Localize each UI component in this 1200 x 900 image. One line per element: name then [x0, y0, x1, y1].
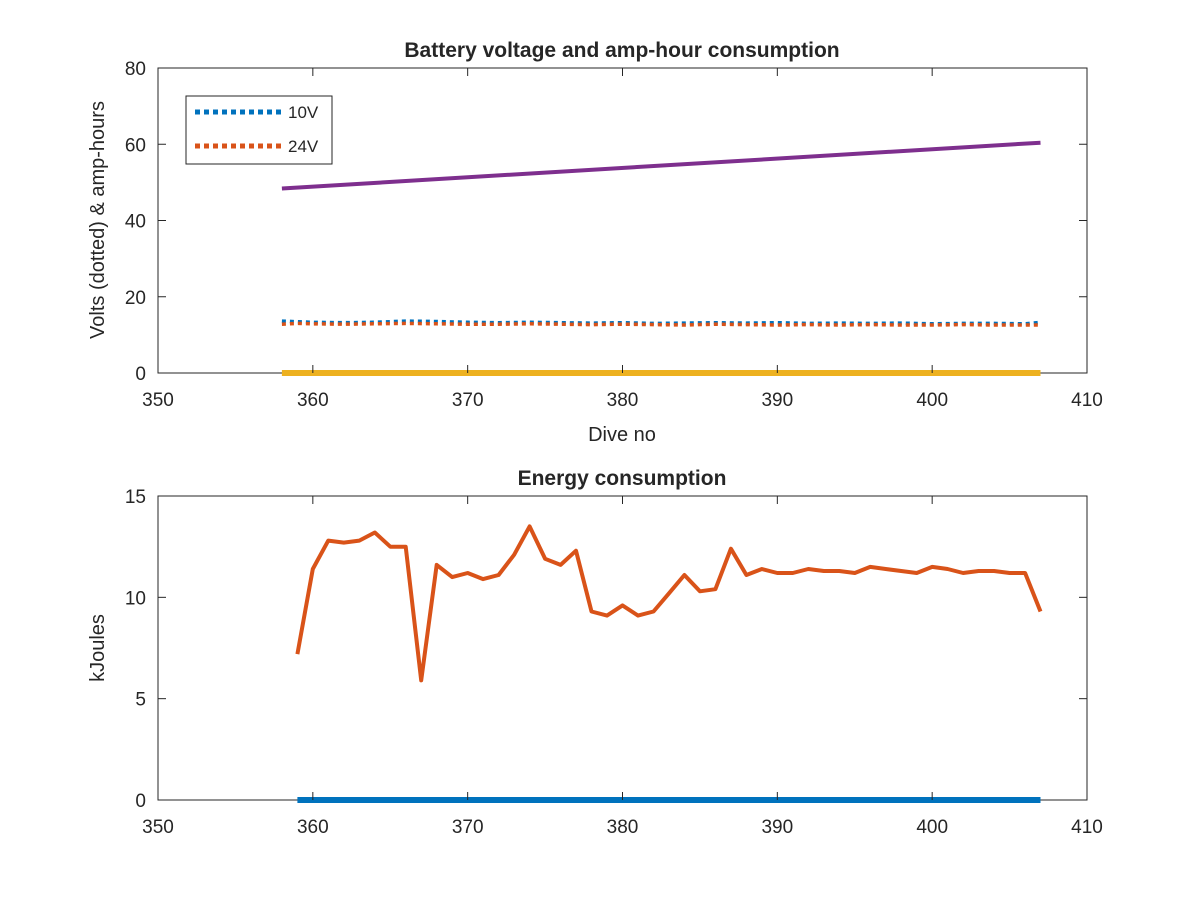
axes-bottom: 350 360 370 380 390 400 410 0 5 10 15 Energy consu… [87, 467, 1103, 838]
axes-top: 350 360 370 380 390 400 410 0 20 40 60 80 Battery v… [87, 39, 1103, 446]
x-axis-label-top: Dive no [588, 424, 656, 446]
x-tick-label-bottom: 380 [607, 817, 639, 838]
legend-label-24v: 24V [288, 137, 319, 156]
legend-box [185, 95, 333, 165]
x-tick-label-bottom: 370 [452, 817, 484, 838]
y-tick-label-bottom: 5 [135, 690, 146, 711]
series-group-bottom [295, 524, 1043, 803]
x-tick-label-top: 370 [452, 390, 484, 411]
x-tick-label-top: 400 [916, 390, 948, 411]
x-tick-label-bottom: 400 [916, 817, 948, 838]
legend-label-10v: 10V [288, 103, 319, 122]
y-tick-label-top: 80 [125, 59, 146, 80]
x-tick-label-bottom: 390 [761, 817, 793, 838]
x-tick-label-top: 410 [1071, 390, 1103, 411]
x-tick-label-bottom: 410 [1071, 817, 1103, 838]
y-tick-label-bottom: 10 [125, 588, 146, 609]
x-tick-label-bottom: 360 [297, 817, 329, 838]
series-group-top [281, 140, 1041, 376]
y-tick-label-top: 40 [125, 212, 146, 233]
y-tick-label-bottom: 15 [125, 487, 146, 508]
ticks-bottom: 350 360 370 380 390 400 410 0 5 10 15 [125, 487, 1103, 838]
x-tick-label-bottom: 350 [142, 817, 174, 838]
legend: 10V 24V [185, 95, 333, 165]
ticks-top: 350 360 370 380 390 400 410 0 20 40 60 80 [125, 59, 1103, 411]
series-line-bottom-1 [295, 524, 1043, 683]
y-tick-label-top: 0 [135, 364, 146, 385]
chart-title-bottom: Energy consumption [518, 467, 727, 490]
series-line-top-24v [281, 321, 1041, 327]
y-axis-label-bottom: kJoules [87, 614, 109, 682]
y-axis-label-top: Volts (dotted) & amp-hours [87, 101, 109, 339]
y-tick-label-top: 20 [125, 288, 146, 309]
x-tick-label-top: 350 [142, 390, 174, 411]
x-tick-label-top: 360 [297, 390, 329, 411]
x-tick-label-top: 390 [761, 390, 793, 411]
y-tick-label-top: 60 [125, 135, 146, 156]
x-tick-label-top: 380 [607, 390, 639, 411]
series-line-top-2 [281, 140, 1041, 191]
y-tick-label-bottom: 0 [135, 791, 146, 812]
chart-title-top: Battery voltage and amp-hour consumption [404, 39, 839, 62]
plot-area-bottom [157, 495, 1088, 801]
